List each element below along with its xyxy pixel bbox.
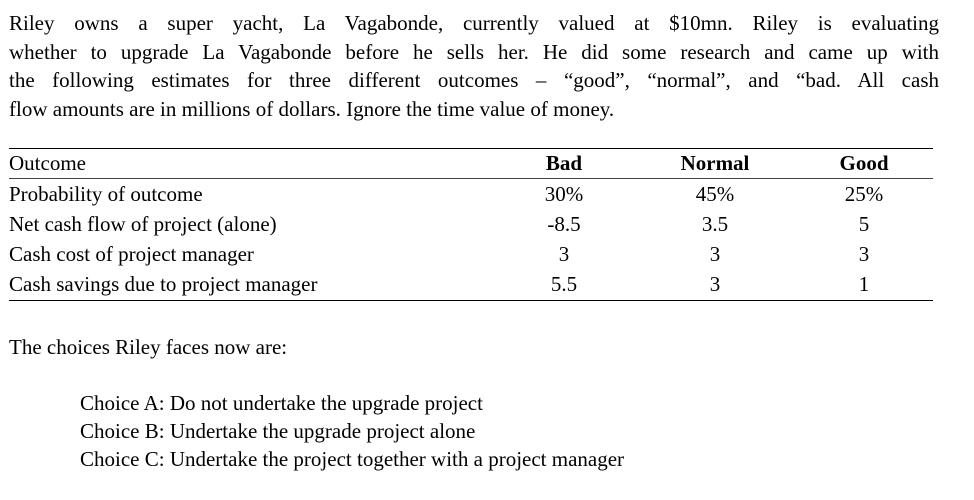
- intro-line: the following estimates for three differ…: [9, 68, 939, 92]
- cell-good: 25%: [844, 182, 884, 206]
- table-header-rule: [9, 178, 933, 179]
- header-bad: Bad: [545, 151, 583, 175]
- cell-bad: -8.5: [547, 212, 581, 236]
- choice-c: Choice C: Undertake the project together…: [80, 447, 625, 471]
- cell-good: 3: [858, 242, 870, 266]
- intro-line: Riley owns a super yacht, La Vagabonde, …: [9, 11, 939, 35]
- header-good: Good: [839, 151, 889, 175]
- row-label: Probability of outcome: [9, 182, 203, 206]
- intro-paragraph: Riley owns a super yacht, La Vagabonde, …: [9, 9, 939, 123]
- row-label: Cash cost of project manager: [9, 242, 254, 266]
- table-row: Cash savings due to project manager 5.5 …: [9, 269, 933, 299]
- intro-line: whether to upgrade La Vagabonde before h…: [9, 39, 939, 64]
- choice-a: Choice A: Do not undertake the upgrade p…: [80, 391, 483, 415]
- row-label: Cash savings due to project manager: [9, 272, 318, 296]
- cell-normal: 3: [709, 272, 721, 296]
- choices-heading: The choices Riley faces now are:: [9, 335, 288, 359]
- choices-list: Choice A: Do not undertake the upgrade p…: [80, 389, 624, 473]
- header-outcome: Outcome: [9, 151, 86, 175]
- header-normal: Normal: [680, 151, 750, 175]
- cell-bad: 30%: [544, 182, 584, 206]
- cell-normal: 3.5: [701, 212, 729, 236]
- cell-good: 5: [858, 212, 870, 236]
- intro-line: flow amounts are in millions of dollars.…: [9, 96, 615, 121]
- table-top-rule: [9, 148, 933, 149]
- table-row: Net cash flow of project (alone) -8.5 3.…: [9, 209, 933, 239]
- table-row: Probability of outcome 30% 45% 25%: [9, 179, 933, 209]
- cell-normal: 45%: [695, 182, 735, 206]
- table-row: Cash cost of project manager 3 3 3: [9, 239, 933, 269]
- table-bottom-rule: [9, 300, 933, 301]
- row-label: Net cash flow of project (alone): [9, 212, 277, 236]
- cell-bad: 5.5: [550, 272, 578, 296]
- cell-bad: 3: [558, 242, 570, 266]
- choice-b: Choice B: Undertake the upgrade project …: [80, 419, 476, 443]
- cell-normal: 3: [709, 242, 721, 266]
- cell-good: 1: [858, 272, 870, 296]
- table-header-row: Outcome Bad Normal Good: [9, 148, 933, 178]
